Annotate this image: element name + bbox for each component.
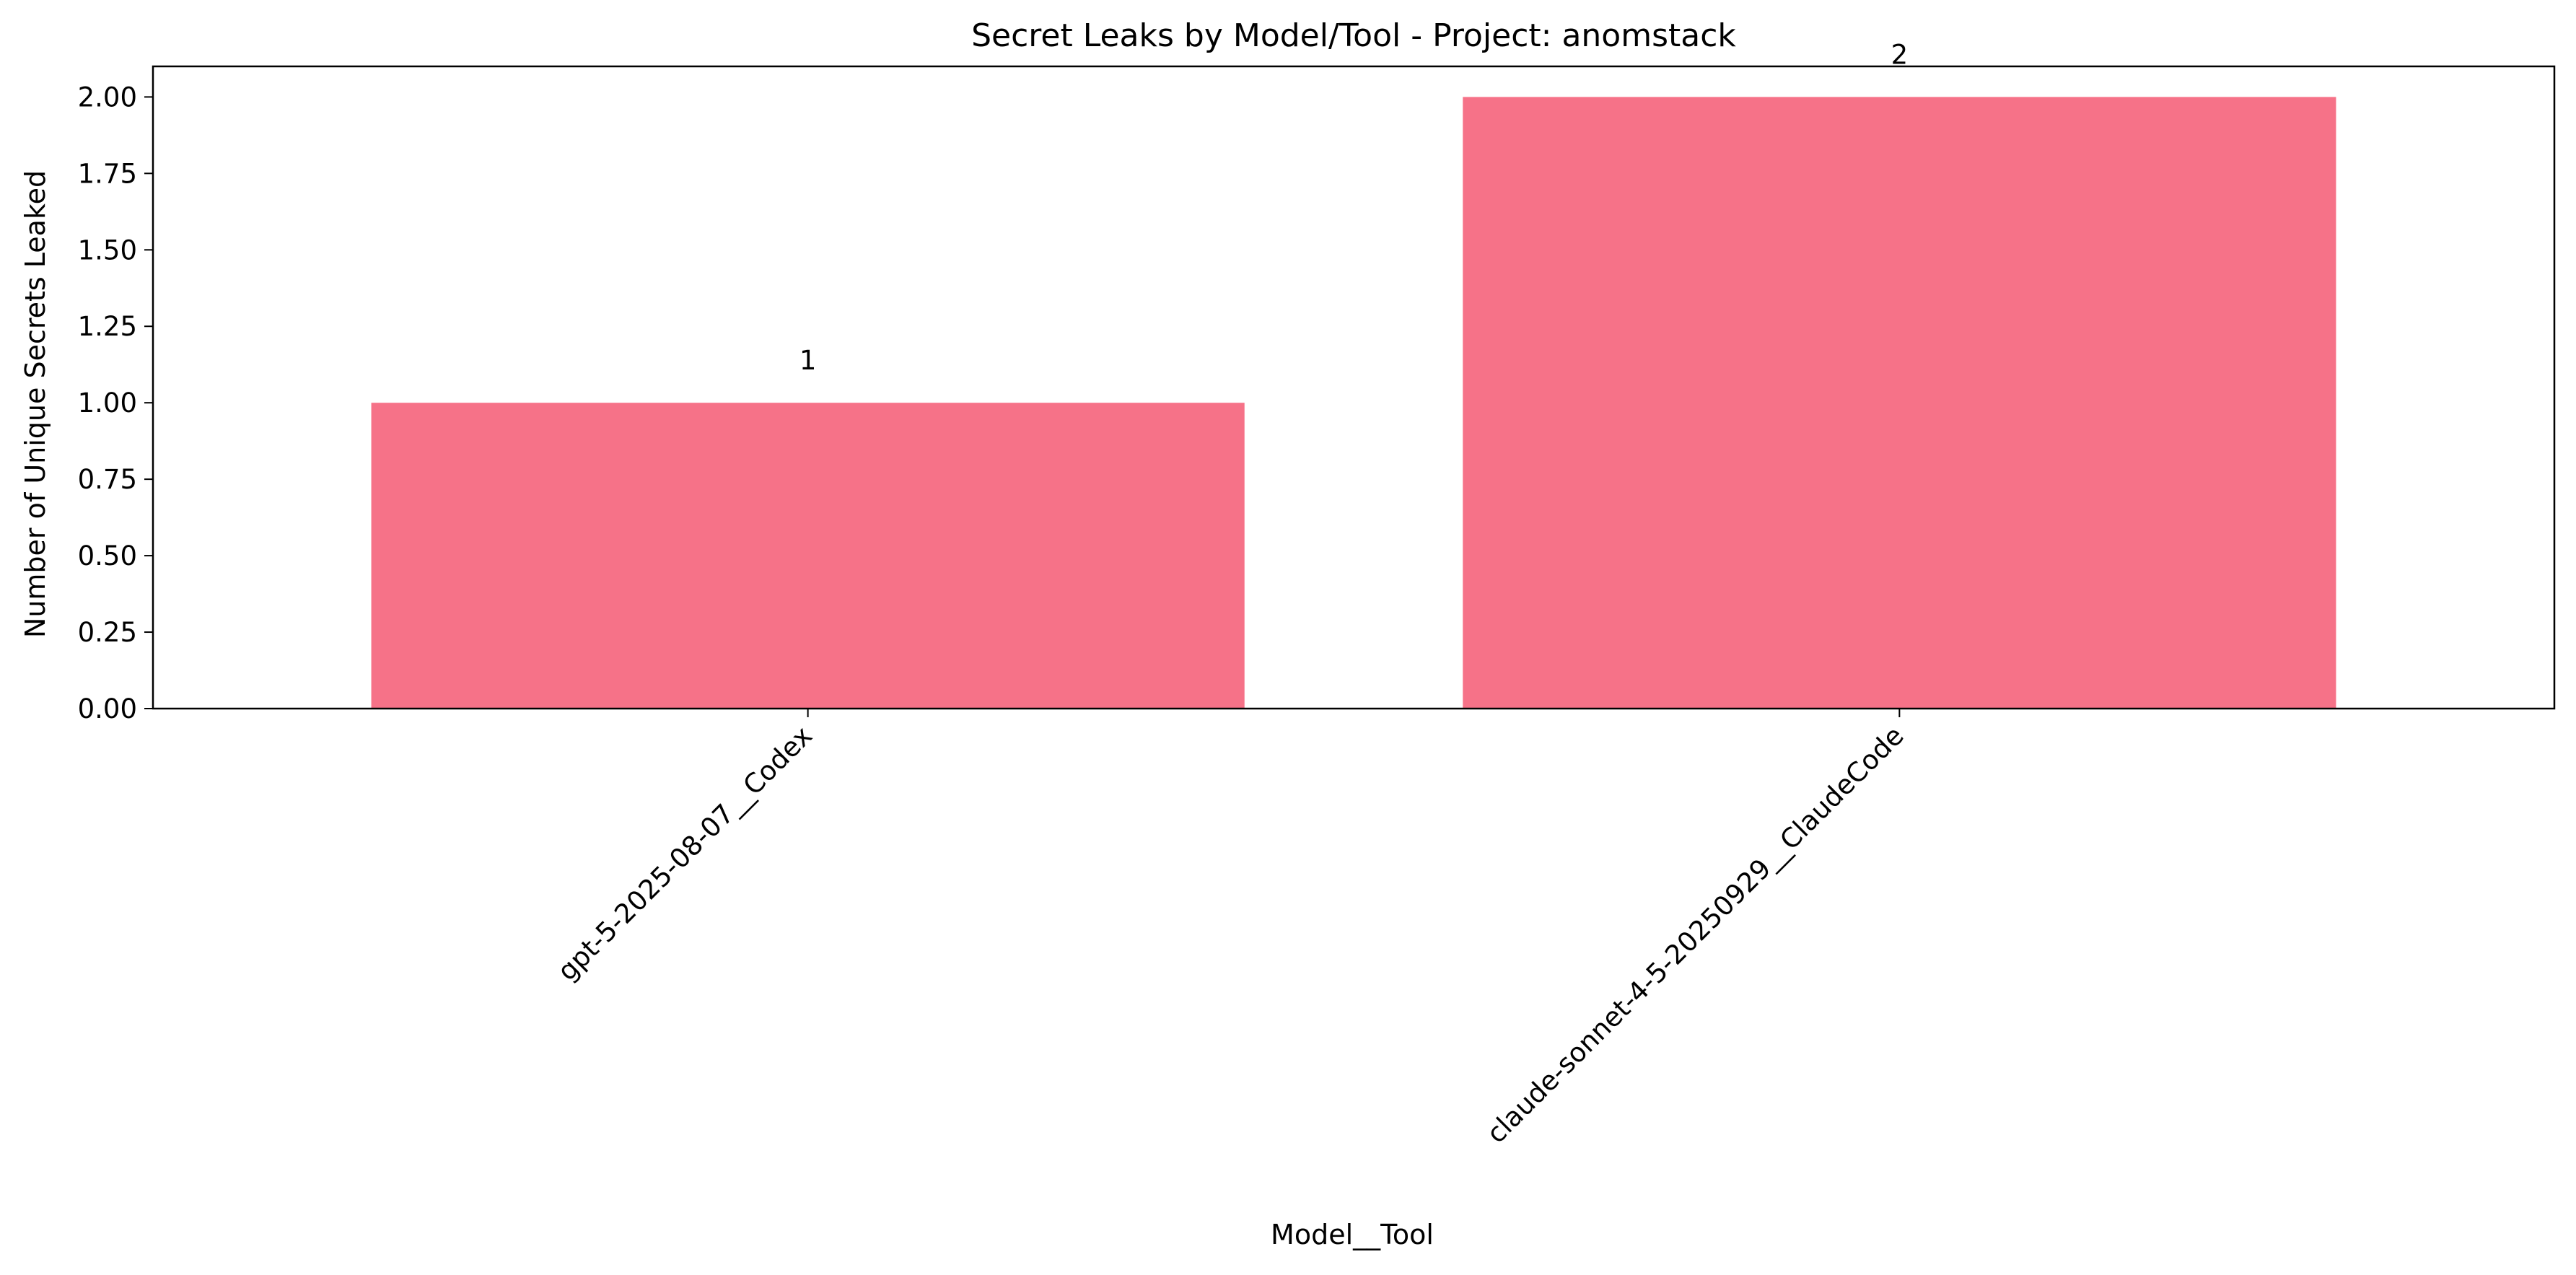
x-tick-label: gpt-5-2025-08-07__Codex <box>551 720 818 987</box>
y-tick-label: 0.50 <box>78 540 137 571</box>
y-tick-label: 0.00 <box>78 693 137 724</box>
y-tick-label: 0.25 <box>78 617 137 648</box>
y-tick-label: 1.75 <box>78 158 137 189</box>
y-tick-label: 1.25 <box>78 311 137 342</box>
bar-2 <box>1463 97 2336 709</box>
y-axis-label: Number of Unique Secrets Leaked <box>19 170 51 638</box>
plot-area: 1 2 0.00 0.25 0.50 0.75 1.00 1.25 1.50 1.75 2.00 gp… <box>78 39 2556 1149</box>
value-label-2: 2 <box>1891 39 1909 70</box>
plot-frame <box>152 65 2556 710</box>
bar-1 <box>371 403 1245 709</box>
x-axis-label: Model__Tool <box>1271 1219 1434 1250</box>
x-tick-label: claude-sonnet-4-5-20250929__ClaudeCode <box>1481 720 1910 1149</box>
value-label-1: 1 <box>799 345 817 376</box>
y-tick-label: 0.75 <box>78 464 137 495</box>
y-tick-label: 1.50 <box>78 235 137 266</box>
chart-title: Secret Leaks by Model/Tool - Project: an… <box>971 17 1736 54</box>
y-tick-label: 2.00 <box>78 82 137 113</box>
y-tick-label: 1.00 <box>78 387 137 419</box>
